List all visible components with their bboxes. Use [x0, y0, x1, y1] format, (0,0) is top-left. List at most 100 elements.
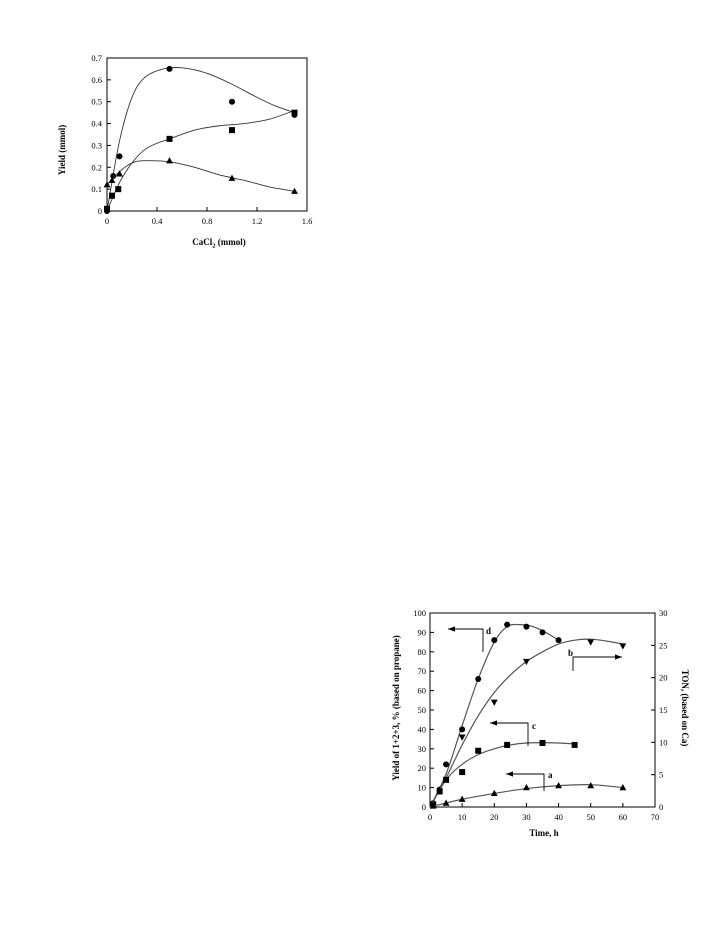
chart-1-series-1-point	[115, 186, 122, 193]
chart-1-series-1-point	[104, 205, 110, 212]
chart-2-series-a-point	[523, 784, 530, 791]
chart-2-series-c-point	[459, 769, 466, 776]
chart-2-series-a-point	[490, 789, 498, 797]
chart-2-series-d-point	[504, 621, 511, 628]
chart-1-plot: Yield (mmol) CaCl2 (mmol) 0 0.1 0.2 0.3 0.4 0…	[57, 53, 312, 250]
chart-2-series-a-point	[442, 799, 450, 806]
chart-2-ytick-label: 20	[418, 763, 427, 773]
chart-2-plot: Yield of 1+2+3, % (based on propane) TON…	[391, 608, 690, 838]
chart-1-series-0-curve	[106, 66, 295, 212]
chart-1-series-2-point	[291, 187, 298, 194]
chart-2-y2tick-label: 25	[659, 640, 668, 650]
chart-2-callout-b-line	[572, 656, 622, 671]
chart-2-curve-label-a: a	[548, 770, 553, 780]
chart-1-ytick-label: 0.1	[91, 184, 102, 194]
chart-1-ytick-label: 0.2	[91, 162, 102, 172]
chart-2-ytick-label: 60	[418, 686, 427, 696]
chart-2-curve-label-d: d	[486, 626, 491, 636]
chart-2-curve-label-c: c	[532, 721, 536, 731]
chart-2-series-b-point	[619, 643, 627, 650]
chart-2-y2label: TON, (based on Ca)	[680, 670, 690, 747]
chart-2-series-d-curve	[429, 623, 559, 808]
chart-2-series-a-point	[429, 802, 437, 809]
chart-1-series-0-point	[116, 153, 123, 160]
chart-2-y2tick-label: 15	[659, 705, 668, 715]
chart-2-series-c-point	[475, 747, 482, 754]
chart-1-series-2-point	[116, 170, 123, 177]
chart-2-xtick-label: 30	[522, 812, 531, 822]
chart-2-series-d-point	[555, 637, 562, 644]
chart-2-xtick-label: 60	[619, 812, 628, 822]
chart-2-y2tick-label: 30	[659, 608, 668, 618]
chart-1-series-0-point	[229, 98, 235, 105]
chart-1-series-1-point	[229, 127, 235, 134]
chart-2-callout-c-arrow	[490, 720, 497, 726]
chart-1-ytick-label: 0.3	[91, 140, 102, 150]
chart-1-series-0-point	[166, 65, 173, 72]
chart-2-series-d-point	[475, 675, 482, 682]
chart-1-xlabel-unit: (mmol)	[216, 237, 246, 247]
chart-2-series-c-point	[539, 739, 546, 746]
chart-2-ytick-label: 50	[418, 705, 427, 715]
chart-2-frame	[429, 612, 656, 808]
chart-2-series-a-point	[458, 795, 466, 802]
chart-1-xlabel: CaCl2 (mmol)	[192, 237, 246, 250]
chart-2-ytick-label: 30	[418, 744, 427, 754]
chart-2-y2tick-label: 5	[659, 770, 663, 780]
chart-1-series-1-point	[291, 109, 298, 116]
chart-2-callout-b-arrow	[615, 654, 622, 660]
chart-2-ytick-label: 10	[418, 783, 427, 793]
chart-2-ytick-label: 80	[418, 647, 427, 657]
chart-2-xlabel: Time, h	[529, 828, 558, 838]
chart-1-xlabel-main: CaCl	[192, 237, 212, 247]
chart-1-series-2-curve	[106, 160, 295, 192]
chart-2-series-d-point	[523, 623, 530, 630]
chart-2-series-c-point	[504, 741, 511, 748]
chart-2-svg: Yield of 1+2+3, % (based on propane) TON…	[391, 608, 690, 838]
chart-2-callout-c-line	[490, 722, 529, 746]
chart-1-ytick-label: 0.4	[91, 119, 102, 129]
chart-2-ytick-label: 100	[413, 608, 426, 618]
chart-1-xlabel-sub: 2	[212, 243, 215, 250]
chart-1-ytick-label: 0.7	[91, 53, 102, 63]
chart-2-xtick-label: 50	[586, 812, 595, 822]
chart-2-ytick-label: 0	[422, 802, 426, 812]
chart-1-svg: Yield (mmol) CaCl2 (mmol) 0 0.1 0.2 0.3 0.4 0…	[57, 53, 312, 250]
chart-2-ytick-label: 70	[418, 666, 427, 676]
chart-2-callout-a-arrow	[506, 771, 513, 777]
chart-2-series-d-point	[443, 761, 450, 768]
chart-2-series-a-point	[555, 782, 562, 789]
chart-2-ytick-label: 40	[418, 724, 427, 734]
chart-2-curve-label-b: b	[568, 648, 573, 658]
chart-1-series-2-point	[108, 176, 116, 183]
chart-1-xtick-label: 1.2	[252, 216, 263, 226]
chart-1-series-2-point	[166, 157, 173, 164]
chart-1-ytick-label: 0.6	[91, 75, 102, 85]
chart-1-series-1-point	[109, 192, 115, 199]
chart-2-y2tick-label: 20	[659, 673, 668, 683]
chart-2-xtick-label: 70	[651, 812, 660, 822]
chart-2-xtick-label: 20	[490, 812, 499, 822]
chart-1-xtick-label: 1.6	[302, 216, 313, 226]
chart-2-series-c-curve	[429, 741, 575, 808]
yield-vs-cacl2-chart: Yield (mmol) CaCl2 (mmol) 0 0.1 0.2 0.3 0.4 0…	[55, 50, 325, 255]
chart-2-series-b-point	[458, 734, 466, 741]
chart-2-series-d-point	[459, 726, 466, 733]
chart-1-xtick-label: 0	[105, 216, 109, 226]
chart-2-y2tick-label: 10	[659, 737, 668, 747]
chart-1-ylabel: Yield (mmol)	[57, 125, 67, 175]
chart-2-series-b-point	[587, 639, 595, 646]
chart-2-series-c-point	[571, 741, 578, 748]
chart-2-xtick-label: 10	[458, 812, 467, 822]
chart-1-xtick-label: 0.4	[152, 216, 163, 226]
chart-1-series-1-curve	[106, 110, 295, 212]
chart-1-ytick-label: 0.5	[91, 97, 102, 107]
chart-2-ylabel: Yield of 1+2+3, % (based on propane)	[391, 635, 401, 781]
chart-1-series-2-point	[103, 181, 111, 188]
chart-2-callout-d-arrow	[448, 626, 455, 632]
chart-1-series-2-point	[228, 174, 236, 181]
chart-2-series-a-point	[619, 784, 627, 791]
chart-2-series-d-point	[539, 629, 546, 636]
chart-1-ytick-label: 0	[98, 206, 102, 216]
chart-2-series-c-point	[443, 776, 450, 783]
